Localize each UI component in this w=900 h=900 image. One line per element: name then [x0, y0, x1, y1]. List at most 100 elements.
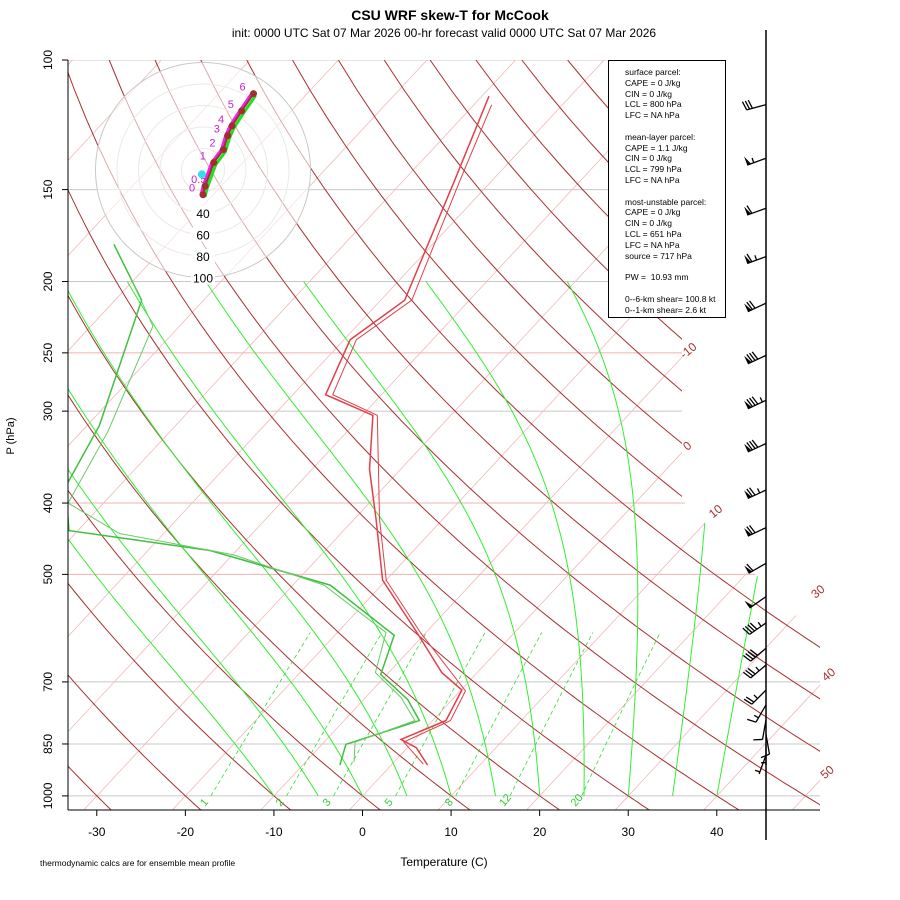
mixing-ratio-line — [581, 632, 661, 797]
barb-full — [746, 488, 753, 497]
hodograph-height-label: 5 — [228, 99, 234, 111]
y-tick-label: 500 — [41, 564, 55, 584]
dry-adiabat — [68, 60, 652, 810]
ring-label-bg — [191, 270, 215, 285]
hodograph-point — [250, 90, 258, 98]
hodograph-trace-member — [199, 92, 253, 196]
info-line: CIN = 0 J/kg — [625, 218, 673, 229]
dry-adiabat — [337, 60, 820, 810]
x-tick-label: -30 — [88, 825, 106, 839]
info-line: most-unstable parcel: — [625, 196, 707, 207]
info-line: source = 717 hPa — [625, 250, 692, 261]
x-tick-label: 10 — [444, 825, 458, 839]
parcel-info-box: surface parcel: CAPE = 0 J/kg CIN = 0 J/… — [608, 60, 726, 318]
hodograph-point — [224, 132, 232, 140]
isotherm — [613, 60, 820, 810]
precipitable-water: PW = 10.93 mm — [625, 272, 689, 283]
info-line: LCL = 800 hPa — [625, 99, 682, 110]
barb-half — [754, 255, 758, 261]
dewpoint-member-line — [68, 281, 416, 763]
dry-adiabat — [68, 60, 473, 810]
barb-half — [756, 488, 761, 494]
mixing-ratio-line — [455, 632, 543, 797]
barb-full — [746, 253, 753, 263]
barb-shaft — [750, 647, 767, 662]
isotherm — [702, 60, 820, 810]
dry-adiabat — [292, 60, 820, 810]
barb-shaft — [749, 596, 767, 609]
barb-shaft — [750, 664, 767, 679]
hodograph-point — [238, 107, 246, 115]
dry-adiabat — [68, 60, 203, 810]
barb-full — [747, 667, 756, 675]
ring-label-bg — [191, 227, 215, 242]
barb-full — [746, 301, 753, 310]
barb-shaft — [755, 704, 767, 723]
chart-subtitle: init: 0000 UTC Sat 07 Mar 2026 00-hr for… — [232, 26, 657, 40]
barb-full — [744, 100, 751, 110]
barb-pennant — [744, 565, 753, 574]
wind-barb — [744, 439, 767, 453]
wind-barb — [742, 664, 767, 679]
moist-adiabat — [126, 281, 452, 797]
barb-full — [746, 354, 753, 363]
mixing-ratio-label: 5 — [383, 797, 396, 809]
barb-full — [747, 718, 757, 723]
shear-0-6km: 0--6-km shear= 100.8 kt — [625, 293, 716, 304]
moist-adiabat — [68, 281, 408, 797]
barb-half — [755, 666, 760, 672]
mixing-ratio-label: 12 — [497, 792, 514, 809]
barb-full — [748, 352, 756, 361]
y-tick-label: 400 — [41, 493, 55, 513]
barb-full — [746, 398, 753, 408]
dry-adiabat — [246, 60, 820, 810]
info-line: CAPE = 1.1 J/kg — [625, 142, 688, 153]
barb-shaft — [751, 689, 767, 705]
barb-full — [751, 439, 759, 448]
barb-full — [747, 624, 755, 632]
dry-adiabat — [108, 60, 820, 810]
moist-adiabat — [68, 281, 275, 797]
hodograph-height-label: 3 — [214, 124, 220, 136]
mixing-ratio-label: 20 — [569, 792, 586, 809]
info-line: CAPE = 0 J/kg — [625, 207, 681, 218]
isotherm — [259, 60, 820, 810]
barb-shaft — [747, 527, 767, 537]
wind-barb — [744, 562, 767, 574]
x-tick-label: 40 — [710, 825, 724, 839]
barb-pennant — [744, 600, 753, 609]
wind-barb — [741, 99, 767, 111]
hodograph-point — [201, 182, 209, 190]
barb-full — [751, 351, 759, 360]
moist-adiabat — [68, 281, 364, 797]
info-line: LFC = NA hPa — [625, 110, 680, 121]
info-line: CIN = 0 J/kg — [625, 153, 673, 164]
wind-barb — [744, 525, 767, 537]
hodograph-height-label: 1 — [200, 150, 206, 162]
barb-half — [754, 769, 761, 773]
barb-shaft — [747, 399, 767, 410]
dry-adiabat — [68, 60, 562, 810]
dry-adiabat — [383, 60, 820, 810]
mixing-ratio-label: 3 — [321, 797, 334, 809]
barb-full — [748, 525, 756, 534]
barb-full — [745, 653, 754, 660]
x-tick-label: 30 — [622, 825, 636, 839]
storm-motion-marker — [197, 170, 206, 179]
hodograph-ring-label: 40 — [196, 207, 210, 221]
moist-adiabat — [303, 281, 541, 796]
barb-shaft — [747, 442, 767, 453]
axes: 1 2 3 5 8 12 20-100103040501001502002503004005… — [41, 50, 838, 839]
y-tick-label: 850 — [41, 734, 55, 754]
barb-full — [746, 526, 753, 535]
wind-barb — [744, 253, 767, 265]
wind-barb — [743, 689, 767, 705]
isotherm — [68, 60, 516, 810]
barb-full — [744, 625, 753, 634]
hodograph-point — [210, 158, 218, 166]
barb-pennant — [744, 156, 751, 166]
y-tick-label: 1000 — [41, 782, 55, 809]
hodograph-height-label: 2 — [209, 138, 215, 150]
